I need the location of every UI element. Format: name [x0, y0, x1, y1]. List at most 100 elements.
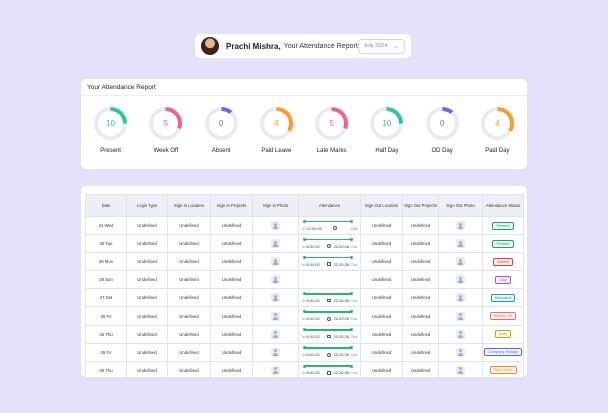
column-header[interactable]: Sign Out Location — [360, 194, 403, 217]
stat-ring: 0 — [425, 107, 459, 140]
column-header[interactable]: Sign Out Projects — [402, 194, 439, 217]
status-badge: Mismatch — [490, 293, 516, 302]
stat-week-off: 5 Week Off — [138, 96, 193, 154]
attendance-bar — [303, 346, 353, 349]
date-cell: 25 Thu — [85, 360, 127, 380]
date-cell: 29 Mon — [85, 252, 127, 272]
table-row[interactable]: 30 Tue Undefined Undefined Undefined In 8:31:… — [85, 234, 524, 254]
sign-out-photo-cell — [438, 234, 483, 254]
sign-out-location-cell: Undefined — [360, 342, 403, 362]
date-cell: 30 Tue — [85, 234, 127, 254]
column-header[interactable]: Sign In Photo — [252, 194, 299, 217]
in-time: 8:31:02 — [306, 370, 320, 376]
user-photo-icon[interactable] — [271, 329, 280, 339]
table-row[interactable]: 27 Sat Undefined Undefined Undefined In 8:31:… — [85, 288, 524, 308]
user-photo-icon[interactable] — [456, 221, 465, 231]
in-label: In — [302, 334, 306, 340]
in-label: In — [302, 243, 306, 249]
user-photo-icon[interactable] — [456, 293, 465, 303]
sign-out-location-cell: Undefined — [360, 324, 403, 344]
sign-out-location-cell: Undefined — [360, 270, 403, 290]
status-cell: Jolly — [482, 270, 524, 290]
user-photo-icon[interactable] — [456, 347, 465, 357]
attendance-bar — [303, 310, 353, 313]
user-photo-icon[interactable] — [271, 365, 280, 375]
table-row[interactable]: 25 Thu Undefined Undefined Undefined In 8:31:… — [85, 324, 524, 344]
out-label: Out — [350, 297, 357, 303]
out-time: 22:20:26 — [333, 261, 350, 267]
user-photo-icon[interactable] — [456, 275, 465, 285]
sign-in-projects-cell: Undefined — [210, 270, 253, 290]
month-select[interactable]: July 2024 ⌄ — [357, 38, 405, 54]
stat-ring: 0 — [204, 107, 238, 140]
out-time: 22:20:26 — [333, 370, 350, 376]
stat-ring: 10 — [370, 107, 404, 140]
sign-in-projects-cell: Undefined — [210, 360, 253, 380]
sign-in-projects-cell: Undefined — [210, 306, 253, 326]
attendance-bar — [303, 256, 353, 259]
clock-icon — [327, 352, 332, 357]
login-type-cell: Undefined — [126, 252, 168, 272]
table-row[interactable]: 29 Mon Undefined Undefined Undefined In 8:31:… — [85, 252, 524, 272]
stat-value: 4 — [484, 111, 510, 136]
sign-out-projects-cell: Undefined — [402, 360, 439, 380]
status-badge: Company Holiday — [484, 348, 522, 357]
table-row[interactable]: 28 Sun Undefined Undefined Undefined Undefin… — [85, 270, 524, 290]
stat-value: 10 — [98, 111, 124, 136]
column-header[interactable]: Login Type — [126, 194, 168, 217]
column-header[interactable]: Sign In Projects — [210, 194, 253, 217]
stat-label: OD Day — [431, 148, 453, 154]
user-photo-icon[interactable] — [271, 257, 280, 267]
login-type-cell: Undefined — [126, 215, 168, 236]
user-photo-icon[interactable] — [271, 311, 280, 321]
sign-in-location-cell: Undefined — [167, 342, 211, 362]
in-label: In — [302, 297, 306, 303]
table-row[interactable]: 26 Fri Undefined Undefined Undefined In 8:31:… — [85, 342, 524, 362]
attendance-cell: In 8:31:02 22:20:26 Out — [298, 234, 361, 254]
status-cell: Absent — [482, 252, 524, 272]
user-photo-icon[interactable] — [271, 239, 280, 249]
camera-icon — [327, 371, 332, 375]
column-header[interactable]: Attendance Status — [482, 194, 524, 217]
attendance-cell: In 8:31:02 22:20:26 Out — [298, 342, 361, 362]
stat-label: Week Off — [153, 148, 179, 154]
sign-in-location-cell: Undefined — [167, 324, 211, 344]
column-header[interactable]: Attendance — [298, 194, 361, 217]
sign-out-projects-cell: Undefined — [402, 252, 439, 272]
attendance-cell: In 8:31:02 22:20:26 Out — [298, 252, 361, 272]
in-label: In — [302, 370, 306, 376]
stat-late-marks: 5 Late Marks — [304, 96, 359, 154]
column-header[interactable]: Sign Out Photo — [438, 194, 483, 217]
in-time: 8:31:02 — [306, 316, 320, 322]
attendance-bar — [303, 219, 353, 223]
sign-out-photo-cell — [438, 252, 483, 272]
out-label: Out — [350, 225, 357, 231]
table-row[interactable]: 25 Thu Undefined Undefined Undefined In 8:31:… — [85, 360, 524, 380]
sign-out-projects-cell: Undefined — [402, 342, 439, 362]
table-row[interactable]: 31 Wed Undefined Undefined Undefined In 12:00… — [85, 215, 524, 236]
table-row[interactable]: 26 Fri Undefined Undefined Undefined In 8:31:… — [85, 306, 524, 326]
attendance-cell: In 8:31:02 22:20:26 Out — [298, 306, 361, 326]
user-photo-icon[interactable] — [456, 311, 465, 321]
sign-in-projects-cell: Undefined — [210, 342, 253, 362]
stat-paid-leave: 4 Paid Leave — [249, 96, 304, 154]
camera-icon — [327, 262, 332, 266]
column-header[interactable]: Date — [85, 194, 127, 217]
out-label: Out — [350, 261, 357, 267]
status-badge: Jolly — [495, 275, 511, 284]
sign-out-photo-cell — [438, 306, 483, 326]
user-photo-icon[interactable] — [456, 257, 465, 267]
user-photo-icon[interactable] — [271, 347, 280, 357]
status-badge: Absent — [493, 257, 513, 266]
column-header[interactable]: Sign In Location — [167, 194, 211, 217]
user-photo-icon[interactable] — [271, 221, 280, 231]
camera-icon — [327, 298, 332, 303]
user-photo-icon[interactable] — [271, 293, 280, 303]
user-photo-icon[interactable] — [456, 239, 465, 249]
user-photo-icon[interactable] — [271, 275, 280, 285]
user-photo-icon[interactable] — [456, 365, 465, 375]
stat-value: 4 — [263, 111, 289, 136]
out-label: Out — [350, 316, 357, 322]
stat-value: 10 — [374, 111, 400, 136]
user-photo-icon[interactable] — [456, 329, 465, 339]
